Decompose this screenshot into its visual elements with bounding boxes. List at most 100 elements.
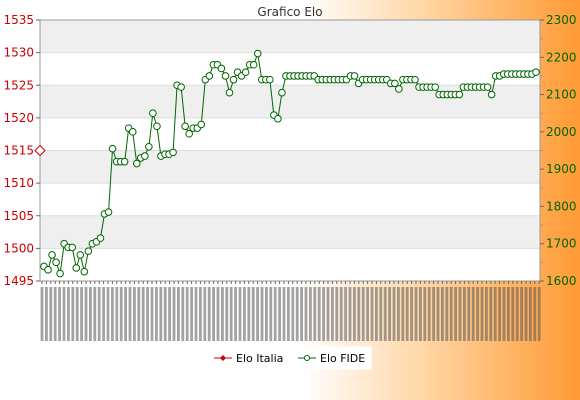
elo-fide-point xyxy=(56,269,64,278)
x-tick-label xyxy=(45,287,48,341)
x-tick-label xyxy=(414,287,418,341)
x-tick-label xyxy=(537,287,541,341)
y-right-tick-label: 1700 xyxy=(546,237,577,251)
x-tick-label xyxy=(273,287,277,341)
x-tick-label xyxy=(190,287,193,341)
x-tick-label xyxy=(282,287,286,341)
x-tick-label xyxy=(511,287,515,341)
x-tick-label xyxy=(212,287,215,341)
elo-fide-point xyxy=(249,60,258,69)
x-tick-label xyxy=(458,287,462,341)
series-elo-fide xyxy=(40,49,540,278)
chart-title: Grafico Elo xyxy=(257,5,322,19)
x-tick-label xyxy=(480,287,484,341)
x-tick-label xyxy=(339,287,343,341)
elo-fide-point xyxy=(229,75,238,84)
elo-italia-point xyxy=(34,144,46,157)
x-tick-label xyxy=(216,287,220,341)
grid-band xyxy=(40,52,540,86)
x-tick-label xyxy=(53,287,57,341)
x-tick-label xyxy=(221,287,224,341)
x-tick-label xyxy=(304,287,308,341)
x-tick-label xyxy=(128,287,132,341)
elo-fide-point xyxy=(52,258,60,267)
elo-fide-point xyxy=(44,266,52,274)
x-tick-label xyxy=(146,287,149,341)
x-tick-label xyxy=(163,287,167,341)
x-tick-label xyxy=(348,287,352,341)
x-tick-label xyxy=(375,287,378,341)
elo-fide-point xyxy=(253,49,262,58)
y-left-tick-label: 1530 xyxy=(3,46,34,60)
elo-fide-point xyxy=(350,72,359,80)
x-tick-label xyxy=(471,287,475,341)
x-tick-label xyxy=(229,287,233,341)
x-tick-label xyxy=(67,287,70,341)
x-tick-label xyxy=(427,287,431,341)
x-tick-label xyxy=(507,287,510,341)
x-tick-label xyxy=(436,287,440,341)
x-tick-label xyxy=(75,287,79,341)
grid-band xyxy=(40,215,540,249)
y-right-tick-label: 1800 xyxy=(546,199,577,213)
x-tick-label xyxy=(71,287,75,341)
x-tick-label xyxy=(150,287,154,341)
y-right-tick-label: 2200 xyxy=(546,50,577,64)
x-tick-label xyxy=(102,287,105,341)
x-tick-label xyxy=(410,287,413,341)
x-tick-label xyxy=(207,287,211,341)
elo-fide-point xyxy=(68,243,77,252)
x-tick-label xyxy=(353,287,356,341)
x-tick-label xyxy=(485,287,488,341)
elo-fide-point xyxy=(391,79,399,88)
elo-fide-point xyxy=(84,247,93,255)
x-tick-label xyxy=(335,287,339,341)
x-tick-label xyxy=(313,287,317,341)
x-tick-label xyxy=(225,287,229,341)
x-tick-label xyxy=(529,287,532,341)
x-tick-label xyxy=(181,287,185,341)
x-tick-label xyxy=(383,287,387,341)
elo-fide-point xyxy=(149,109,157,118)
x-tick-label xyxy=(432,287,435,341)
x-tick-label xyxy=(467,287,471,341)
x-tick-label xyxy=(520,287,523,341)
elo-fide-point xyxy=(141,152,149,160)
elo-fide-point xyxy=(48,251,56,259)
x-tick-label xyxy=(278,287,281,341)
x-tick-label xyxy=(269,287,273,341)
elo-fide-point xyxy=(221,72,230,80)
x-tick-label xyxy=(309,287,312,341)
legend: Elo Italia Elo FIDE xyxy=(208,346,372,370)
elo-fide-point xyxy=(181,122,189,131)
x-tick-label xyxy=(97,287,101,341)
x-tick-label xyxy=(119,287,123,341)
elo-fide-point xyxy=(76,251,85,259)
x-tick-label xyxy=(405,287,409,341)
elo-fide-point xyxy=(120,157,129,166)
elo-fide-point xyxy=(104,208,113,216)
x-tick-label xyxy=(463,287,466,341)
x-tick-label xyxy=(159,287,163,341)
grid-band xyxy=(40,150,540,184)
x-tick-label xyxy=(199,287,202,341)
elo-fide-point xyxy=(274,115,282,123)
x-tick-label xyxy=(185,287,189,341)
x-tick-label xyxy=(326,287,330,341)
legend-marker-elo-italia xyxy=(220,355,226,361)
y-left-tick-label: 1510 xyxy=(3,176,34,190)
x-tick-label xyxy=(203,287,207,341)
x-tick-label xyxy=(40,287,44,341)
elo-fide-point xyxy=(205,72,214,80)
elo-fide-point xyxy=(431,83,439,91)
x-axis-labels xyxy=(40,281,541,341)
x-tick-label xyxy=(502,287,506,341)
y-right-tick-label: 2300 xyxy=(546,13,577,27)
x-tick-label xyxy=(172,287,176,341)
elo-fide-point xyxy=(197,120,206,129)
elo-fide-point xyxy=(225,88,234,97)
x-tick-label xyxy=(361,287,365,341)
x-tick-label xyxy=(366,287,369,341)
x-tick-label xyxy=(388,287,391,341)
x-tick-label xyxy=(194,287,198,341)
